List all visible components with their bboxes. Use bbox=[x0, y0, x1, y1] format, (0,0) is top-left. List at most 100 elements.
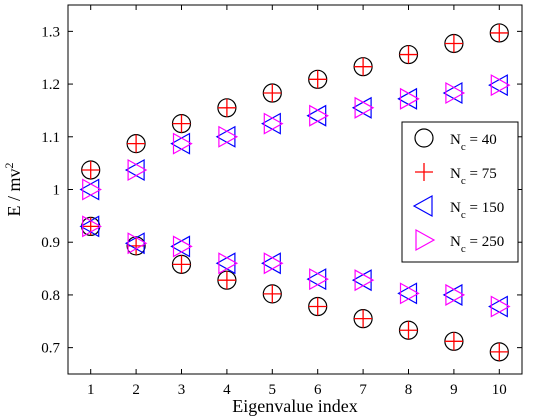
triangle-right-marker bbox=[354, 96, 375, 119]
data-point-upper bbox=[354, 96, 375, 119]
triangle-left-marker bbox=[488, 295, 508, 318]
x-tick-label: 6 bbox=[314, 382, 322, 398]
x-tick-label: 9 bbox=[450, 382, 458, 398]
data-point-upper bbox=[488, 74, 508, 97]
series-2 bbox=[79, 74, 508, 318]
data-point-upper bbox=[217, 98, 236, 117]
data-point-lower bbox=[172, 255, 191, 274]
data-point-lower bbox=[490, 295, 511, 318]
circle-marker bbox=[414, 128, 434, 148]
data-point-lower bbox=[263, 252, 284, 275]
legend-marker bbox=[412, 194, 433, 218]
triangle-right-marker bbox=[309, 268, 329, 291]
data-point-upper bbox=[351, 96, 372, 119]
y-tick-label: 0.8 bbox=[41, 288, 60, 304]
data-point-lower bbox=[218, 252, 239, 275]
data-point-upper bbox=[309, 104, 329, 127]
triangle-right-marker bbox=[127, 232, 148, 255]
data-point-lower bbox=[490, 342, 509, 361]
data-point-lower bbox=[306, 268, 327, 291]
data-point-upper bbox=[81, 160, 100, 179]
data-point-lower bbox=[124, 232, 145, 255]
data-point-upper bbox=[172, 132, 193, 155]
legend-label: Nc = 75 bbox=[450, 166, 497, 187]
data-point-lower bbox=[397, 282, 418, 305]
x-tick-label: 5 bbox=[269, 382, 277, 398]
triangle-right-marker bbox=[82, 178, 102, 201]
data-point-lower bbox=[215, 252, 236, 275]
data-point-upper bbox=[306, 104, 327, 127]
y-tick-label: 1 bbox=[53, 183, 61, 199]
data-point-lower bbox=[261, 252, 281, 275]
triangle-left-marker bbox=[170, 132, 191, 155]
data-point-upper bbox=[172, 114, 191, 133]
data-point-upper bbox=[442, 82, 463, 105]
data-point-lower bbox=[79, 215, 100, 238]
y-tick-label: 1.2 bbox=[41, 77, 60, 93]
x-tick-label: 7 bbox=[359, 382, 367, 398]
triangle-left-marker bbox=[215, 125, 236, 148]
triangle-left-marker bbox=[351, 96, 372, 119]
data-point-upper bbox=[82, 178, 102, 201]
data-point-lower bbox=[127, 232, 148, 255]
triangle-right-marker bbox=[399, 87, 420, 110]
triangle-left-marker bbox=[442, 283, 463, 306]
marks-layer bbox=[79, 23, 511, 362]
y-axis-label-sup: 2 bbox=[2, 163, 16, 169]
y-tick-label: 0.9 bbox=[41, 235, 60, 251]
data-point-lower bbox=[170, 235, 191, 258]
triangle-right-marker bbox=[172, 235, 193, 258]
legend-marker bbox=[415, 228, 436, 252]
data-point-lower bbox=[217, 271, 236, 290]
x-tick-label: 3 bbox=[178, 382, 186, 398]
data-point-upper bbox=[490, 23, 509, 42]
triangle-left-marker bbox=[306, 104, 327, 127]
data-point-lower bbox=[445, 283, 466, 306]
data-point-upper bbox=[124, 158, 145, 182]
data-point-lower bbox=[308, 297, 327, 316]
data-point-upper bbox=[127, 134, 146, 153]
triangle-left-marker bbox=[79, 178, 100, 201]
data-point-upper bbox=[215, 125, 236, 148]
triangle-left-marker bbox=[488, 74, 508, 97]
triangle-left-marker bbox=[79, 215, 100, 238]
triangle-right-marker bbox=[218, 125, 239, 148]
data-point-lower bbox=[399, 321, 418, 340]
data-point-upper bbox=[444, 34, 463, 53]
triangle-left-marker bbox=[261, 112, 281, 135]
series-3 bbox=[82, 74, 511, 318]
triangle-left-marker bbox=[442, 82, 463, 105]
data-point-lower bbox=[488, 295, 508, 318]
y-tick-label: 0.7 bbox=[41, 341, 60, 357]
legend-label: Nc = 250 bbox=[450, 234, 504, 255]
data-point-lower bbox=[354, 269, 375, 292]
legend: Nc = 40 Nc = 75 Nc = 150 Nc = 250 bbox=[401, 121, 519, 263]
data-point-upper bbox=[263, 84, 282, 103]
data-point-upper bbox=[445, 82, 466, 105]
triangle-left-marker bbox=[412, 194, 433, 218]
legend-label: Nc = 150 bbox=[450, 200, 504, 221]
triangle-left-marker bbox=[124, 158, 145, 182]
triangle-left-marker bbox=[124, 232, 145, 255]
triangle-right-marker bbox=[172, 132, 193, 155]
data-point-upper bbox=[261, 112, 281, 135]
plot-frame bbox=[67, 4, 523, 375]
triangle-left-marker bbox=[215, 252, 236, 275]
data-point-upper bbox=[354, 57, 373, 76]
data-point-upper bbox=[399, 87, 420, 110]
triangle-right-marker bbox=[354, 269, 375, 292]
triangle-right-marker bbox=[490, 74, 511, 97]
data-point-upper bbox=[218, 125, 239, 148]
triangle-right-marker bbox=[445, 82, 466, 105]
data-point-lower bbox=[351, 269, 372, 292]
data-point-upper bbox=[170, 132, 191, 155]
triangle-left-marker bbox=[351, 269, 372, 292]
x-tick-label: 10 bbox=[492, 382, 507, 398]
triangle-left-marker bbox=[397, 282, 418, 305]
triangle-left-marker bbox=[397, 87, 418, 110]
triangle-right-marker bbox=[490, 295, 511, 318]
data-point-lower bbox=[263, 284, 282, 303]
triangle-right-marker bbox=[309, 104, 329, 127]
y-axis-label: E / mv2 bbox=[2, 163, 24, 217]
